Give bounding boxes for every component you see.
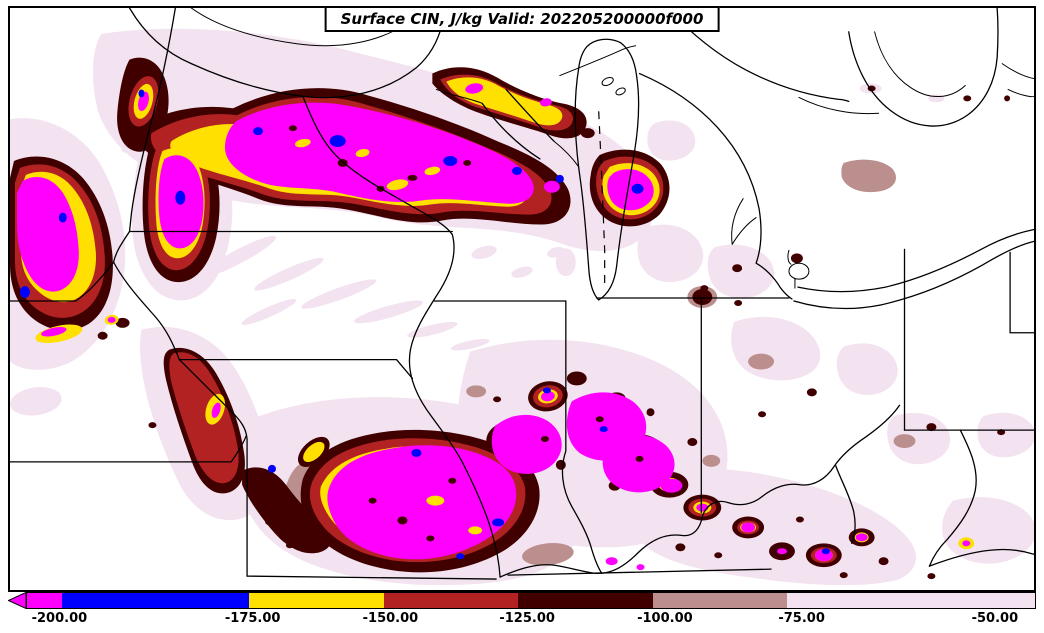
colorbar-underflow-arrow (8, 592, 26, 609)
state-borders-layer (10, 8, 1034, 580)
green-bay-shore (481, 102, 541, 160)
border-mississippi-river (408, 233, 501, 578)
colorbar-segment (652, 593, 787, 608)
colorbar-tick-label: -150.00 (362, 611, 419, 626)
lake-erie-south-shore (793, 240, 1034, 310)
border-missouri-river (112, 261, 180, 361)
georgian-bay-shore (848, 8, 999, 127)
lake-michigan-outline (574, 38, 640, 301)
border-wv-va (928, 429, 977, 567)
cin-contour-map (10, 8, 1034, 586)
border-ia-mo (178, 358, 414, 380)
colorbar-segment (517, 593, 653, 608)
lake-ontario-shore (1001, 63, 1034, 80)
colorbar-segment (27, 593, 63, 608)
border-ohio-river (499, 404, 901, 578)
colorbar (8, 592, 1036, 609)
door-peninsula-shore (505, 88, 555, 142)
border-sd-ne (10, 261, 115, 302)
lake-huron-north-shore (666, 8, 850, 103)
border-mn-wi (302, 95, 453, 236)
border-ny-pa (1009, 251, 1034, 334)
lake-michigan-island (615, 87, 626, 96)
manitoulin-shore (798, 96, 880, 115)
colorbar-tick-label: -125.00 (499, 611, 555, 626)
border-mn-west (112, 8, 177, 263)
colorbar-tick-label: -100.00 (637, 611, 693, 626)
michigan-lp-east-coast (638, 72, 793, 300)
colorbar-tick-label: -200.00 (31, 611, 88, 626)
colorbar-tick-labels: -200.00 -175.00 -150.00 -125.00 -100.00 -75.0… (8, 611, 1036, 631)
colorbar-segments (26, 592, 1036, 609)
border-il-in (561, 300, 603, 574)
up-south-shore (435, 88, 483, 104)
border-ne-ks (10, 435, 247, 463)
colorbar-tick-label: -50.00 (971, 611, 1019, 626)
colorbar-segment (248, 593, 384, 608)
saginaw-bay (731, 198, 757, 245)
colorbar-segment (62, 593, 249, 608)
lake-michigan-boundary-dashes (598, 111, 606, 287)
border-mo-ar (246, 575, 497, 580)
lake-st-clair (788, 262, 810, 280)
border-ky-va (928, 548, 1034, 567)
contour-fill-layer (10, 28, 1034, 586)
lake-erie-north-shore (797, 228, 1034, 293)
map-frame (8, 6, 1036, 592)
map-title: Surface CIN, J/kg Valid: 202205200000f00… (324, 6, 720, 32)
border-ky-tn (507, 568, 772, 576)
colorbar-tick-label: -75.00 (778, 611, 825, 626)
colorbar-segment (383, 593, 518, 608)
border-wv-ky (835, 465, 856, 544)
border-mo-west (178, 358, 248, 577)
lake-michigan-island (601, 76, 614, 87)
colorbar-tick-label: -175.00 (224, 611, 281, 626)
lake-michigan-north-shore (559, 45, 637, 77)
colorbar-segment (786, 593, 1035, 608)
